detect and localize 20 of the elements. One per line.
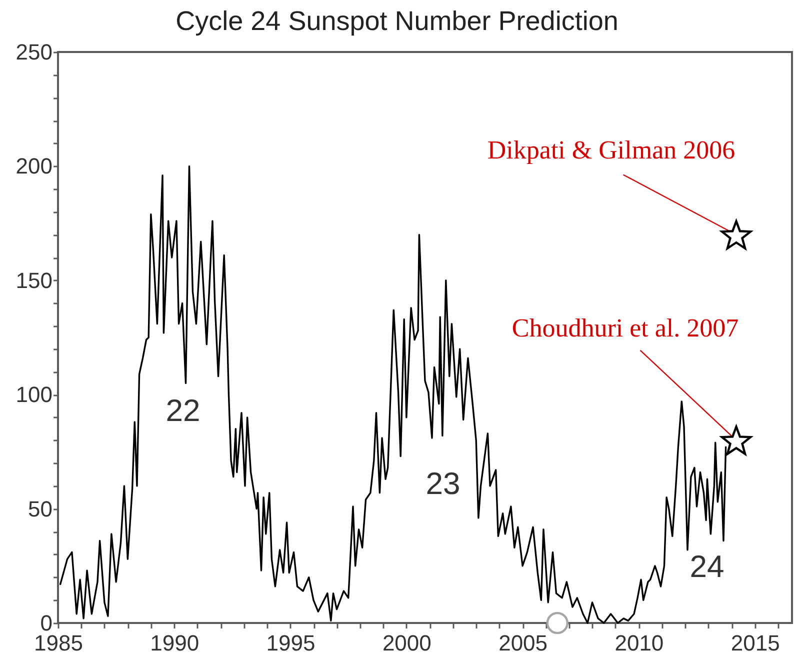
point: [546, 612, 568, 634]
chart-title: Cycle 24 Sunspot Number Prediction: [176, 6, 618, 36]
y-tick-label: 150: [16, 268, 52, 293]
y-tick-label: 250: [16, 40, 52, 64]
annotation: Dikpati & Gilman 2006: [487, 136, 736, 165]
x-tick-label: 1990: [150, 630, 200, 655]
annotation: 23: [426, 466, 460, 501]
annotation: 24: [690, 549, 724, 584]
annotation: Choudhuri et al. 2007: [512, 313, 739, 342]
y-tick-label: 100: [16, 382, 52, 408]
x-tick-label: 2000: [382, 630, 432, 655]
point: [720, 426, 752, 456]
y-tick-label: 50: [28, 496, 52, 522]
x-tick-label: 1995: [266, 630, 316, 655]
y-tick-label: 200: [16, 154, 52, 179]
x-tick-label: 2005: [498, 630, 548, 655]
point: [720, 220, 752, 250]
x-tick-label: 2015: [730, 630, 780, 655]
x-tick-label: 2010: [614, 630, 664, 655]
annotation: 22: [166, 393, 200, 428]
